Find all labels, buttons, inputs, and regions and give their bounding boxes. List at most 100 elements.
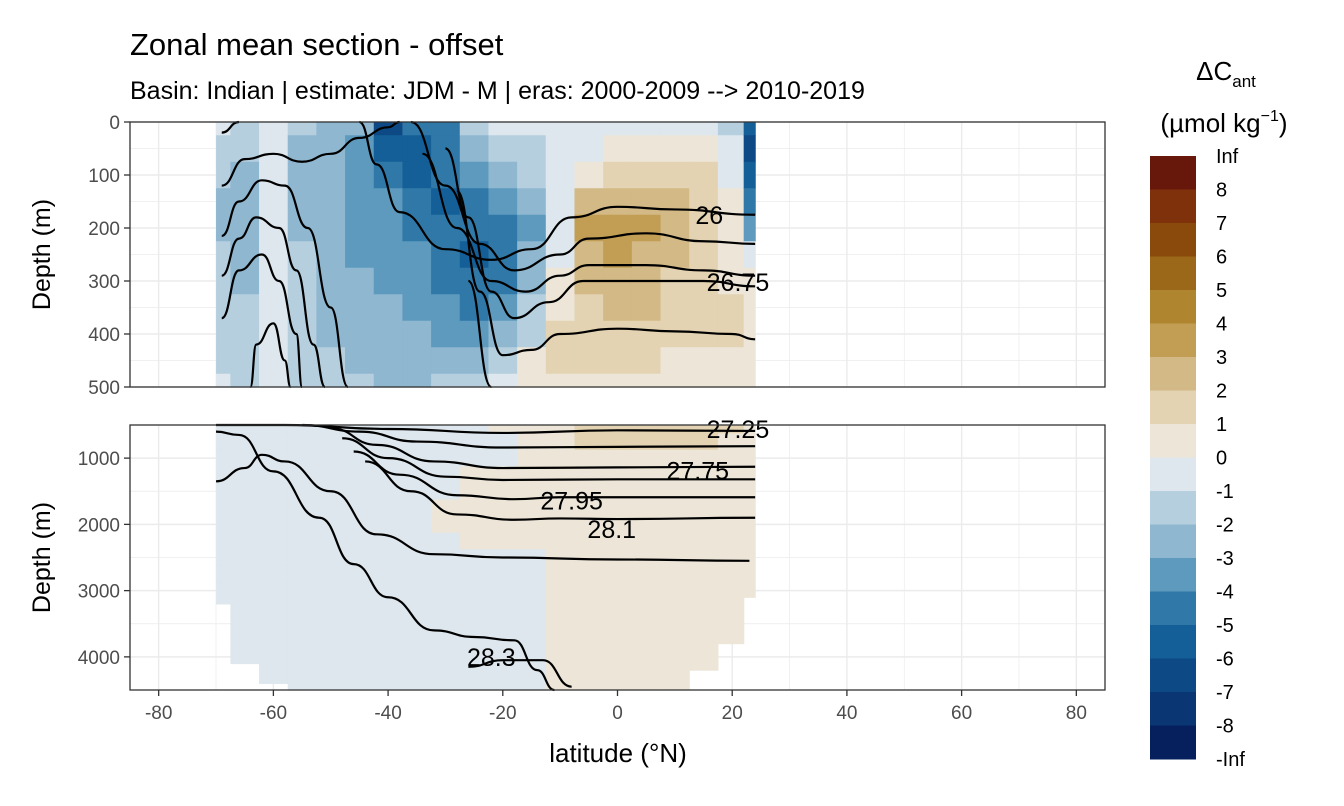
data-cell: [431, 499, 461, 517]
data-cell: [689, 549, 719, 567]
data-cell: [631, 549, 662, 567]
chart-subtitle: Basin: Indian | estimate: JDM - M | eras…: [130, 77, 865, 105]
data-cell: [689, 122, 719, 136]
data-cell: [631, 294, 662, 322]
data-cell: [316, 499, 346, 517]
data-cell: [259, 482, 289, 501]
data-cell: [517, 632, 547, 650]
data-cell: [373, 598, 404, 617]
data-cell: [316, 681, 346, 691]
isopycnal-line: [249, 322, 292, 389]
data-cell: [287, 482, 317, 501]
data-cell: [603, 188, 633, 216]
data-cell: [230, 425, 260, 434]
data-cell: [660, 681, 690, 691]
data-cell: [373, 267, 404, 295]
data-cell: [517, 433, 547, 451]
data-cell: [373, 320, 404, 348]
data-cell: [373, 135, 404, 163]
data-cell: [316, 665, 346, 683]
data-cell: [574, 499, 604, 517]
data-cell: [345, 565, 375, 583]
data-cell: [631, 466, 662, 484]
data-cell: [216, 241, 231, 269]
chart-title: Zonal mean section - offset: [130, 27, 504, 62]
data-cell: [660, 632, 690, 650]
data-cell: [545, 188, 576, 216]
data-cell: [631, 320, 662, 348]
data-cell: [287, 425, 317, 434]
data-cell: [743, 425, 756, 434]
data-cell: [230, 373, 260, 388]
data-cell: [717, 499, 745, 517]
data-cell: [287, 433, 317, 451]
data-cell: [373, 214, 404, 242]
data-cell: [431, 532, 461, 550]
data-cell: [259, 598, 289, 617]
data-cell: [631, 532, 662, 550]
legend-label: -1: [1216, 481, 1234, 503]
data-cell: [574, 347, 604, 375]
data-cell: [574, 632, 604, 650]
data-cell: [259, 632, 289, 650]
legend-swatch: [1150, 189, 1196, 224]
data-cell: [459, 161, 490, 189]
data-cell: [345, 681, 375, 691]
data-cell: [316, 188, 346, 216]
data-cell: [230, 214, 260, 242]
data-cell: [316, 241, 346, 269]
data-cell: [545, 449, 576, 468]
data-cell: [631, 681, 662, 691]
legend-swatch: [1150, 524, 1196, 559]
data-cell: [743, 214, 756, 242]
x-axis: -80 -60 -40 -20 0 20 40 60 80: [145, 690, 1087, 724]
data-cell: [230, 516, 260, 534]
data-cell: [316, 582, 346, 600]
data-cell: [545, 615, 576, 633]
data-cell: [402, 267, 432, 295]
data-cell: [316, 449, 346, 468]
data-cell: [373, 373, 404, 388]
data-cell: [345, 532, 375, 550]
y-axis-label-upper: Depth (m): [28, 199, 56, 310]
data-cell: [316, 532, 346, 550]
data-cell: [660, 482, 690, 501]
data-cell: [216, 214, 231, 242]
data-cell: [345, 499, 375, 517]
y-tick-label: 1000: [78, 449, 120, 470]
data-cell: [488, 449, 518, 468]
data-cell: [660, 425, 690, 434]
data-cell: [545, 582, 576, 600]
y-tick-label: 200: [88, 219, 120, 240]
y-axis-label-lower: Depth (m): [28, 502, 56, 613]
data-cell: [488, 347, 518, 375]
data-cell: [631, 632, 662, 650]
data-cell: [488, 582, 518, 600]
data-cell: [689, 615, 719, 633]
x-axis-title: latitude (°N): [549, 738, 687, 768]
data-cell: [488, 532, 518, 550]
data-cell: [631, 482, 662, 501]
legend-title-main: ΔC: [1196, 56, 1232, 86]
data-cell: [545, 516, 576, 534]
data-cell: [459, 425, 490, 434]
data-cell: [230, 598, 260, 617]
data-cell: [689, 648, 719, 666]
data-cell: [230, 499, 260, 517]
data-cell: [287, 549, 317, 567]
legend: ΔCant (µmol kg−1) Inf 8 7 6 5 4 3 2 1 0 -1 -2 -3 -4 -5…: [1150, 56, 1288, 771]
data-cell: [488, 373, 518, 388]
data-cell: [287, 632, 317, 650]
data-cell: [287, 347, 317, 375]
data-cell: [631, 347, 662, 375]
data-cell: [517, 320, 547, 348]
data-cell: [660, 161, 690, 189]
data-cell: [717, 294, 745, 322]
data-cell: [660, 516, 690, 534]
data-cell: [259, 615, 289, 633]
data-cell: [603, 598, 633, 617]
data-cell: [743, 122, 756, 136]
data-cell: [345, 433, 375, 451]
data-cell: [660, 449, 690, 468]
